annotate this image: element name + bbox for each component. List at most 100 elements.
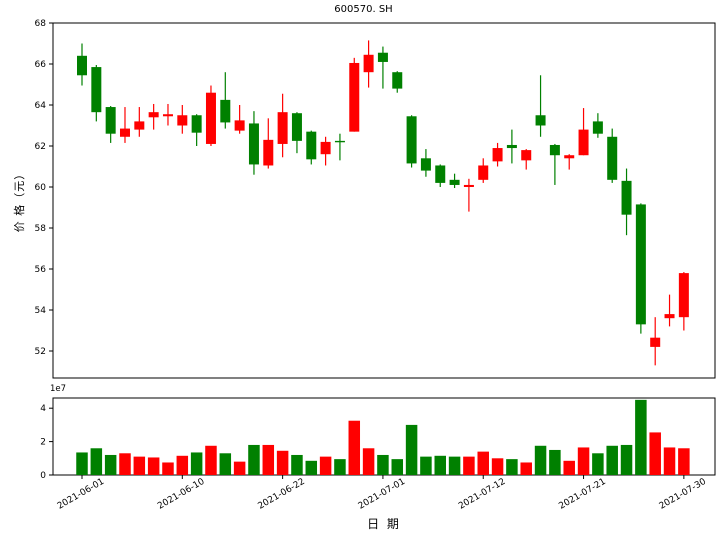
candle-body [420, 158, 431, 171]
volume-bar [549, 449, 561, 475]
price-y-tick-label: 52 [35, 347, 46, 357]
candle-body [621, 180, 632, 215]
candle-body [377, 52, 388, 62]
volume-bar [620, 444, 633, 475]
volume-bar [76, 452, 88, 475]
x-tick-label: 2021-07-30 [658, 477, 709, 512]
candle-body [105, 107, 116, 134]
volume-bar [534, 445, 547, 475]
volume-bar [391, 459, 404, 475]
volume-bar [506, 459, 518, 475]
volume-bar [219, 453, 232, 475]
volume-bar [119, 453, 131, 475]
volume-bar [147, 457, 160, 475]
volume-bar [133, 456, 146, 475]
candle-body [535, 115, 546, 126]
volume-bar [649, 432, 661, 475]
candle-body [607, 136, 618, 180]
volume-bar [248, 444, 260, 475]
candle-body [119, 128, 130, 137]
candle-body [678, 273, 689, 318]
candle-body [334, 140, 345, 143]
candle-body [463, 184, 474, 187]
candle-body [363, 54, 374, 73]
candle-body [392, 72, 403, 89]
candle-body [635, 204, 646, 325]
candle-body [564, 155, 575, 159]
candle-body [521, 150, 532, 161]
candle-body [349, 62, 360, 132]
candle-body [263, 139, 274, 166]
price-y-tick-label: 58 [35, 224, 47, 234]
candle-body [306, 131, 317, 160]
price-y-tick-label: 62 [35, 142, 46, 152]
x-tick-label: 2021-07-01 [357, 477, 407, 512]
candle-body [492, 148, 503, 162]
x-tick-label: 2021-06-22 [256, 477, 306, 512]
volume-bar [577, 447, 590, 475]
volume-y-tick-label: 4 [40, 404, 46, 414]
volume-bar [405, 424, 418, 475]
price-y-tick-label: 64 [35, 101, 47, 111]
price-axis-label: 价 格（元） [13, 167, 26, 233]
chart-title: 600570. SH [334, 4, 393, 15]
candle-body [320, 141, 331, 155]
candle-body [148, 112, 159, 118]
volume-bar [190, 452, 203, 475]
candle-body [234, 120, 245, 131]
volume-bar [305, 460, 318, 475]
x-tick-label: 2021-06-10 [156, 477, 207, 512]
volume-bar [176, 455, 189, 475]
volume-bar [348, 420, 361, 475]
x-tick-label: 2021-07-12 [457, 477, 507, 512]
volume-bar [520, 462, 532, 475]
candle-body [592, 121, 603, 134]
price-y-tick-label: 68 [35, 19, 47, 29]
volume-bar [362, 448, 375, 475]
candle-body [449, 179, 460, 185]
volume-bar [205, 445, 217, 475]
candle-body [650, 337, 661, 347]
price-y-tick-label: 56 [35, 265, 47, 275]
candle-body [506, 144, 517, 149]
volume-bar [434, 455, 446, 475]
volume-bar [491, 458, 504, 475]
volume-bar [90, 448, 103, 475]
volume-bar [262, 444, 275, 475]
candle-body [406, 116, 417, 164]
volume-scale-offset-label: 1e7 [50, 384, 67, 394]
volume-bar [663, 447, 676, 475]
volume-bar [606, 445, 618, 475]
volume-bar [104, 454, 117, 475]
volume-bar [592, 453, 604, 475]
volume-y-tick-label: 0 [40, 471, 46, 481]
candle-body [220, 99, 231, 123]
volume-bar [678, 448, 690, 475]
volume-bar [448, 456, 461, 475]
price-y-tick-label: 66 [35, 60, 47, 70]
candle-body [162, 114, 173, 117]
x-tick-label: 2021-07-21 [557, 477, 607, 512]
candle-body [134, 121, 145, 130]
candle-body [578, 129, 589, 156]
candle-body [177, 115, 188, 126]
candle-body [549, 144, 560, 156]
candle-body [248, 123, 259, 165]
candle-body [435, 165, 446, 183]
candle-body [478, 165, 489, 180]
volume-bar [463, 456, 475, 475]
x-tick-label: 2021-06-01 [56, 477, 106, 512]
volume-bar [420, 456, 432, 475]
volume-y-tick-label: 2 [40, 438, 46, 448]
price-axes-frame [52, 22, 716, 379]
candle-body [91, 67, 102, 113]
volume-bar [319, 456, 332, 475]
volume-bar [563, 460, 575, 475]
volume-bar [477, 451, 489, 475]
candle-body [664, 314, 675, 319]
volume-bar [162, 462, 174, 475]
volume-bar [291, 454, 303, 475]
volume-bar [233, 461, 246, 475]
